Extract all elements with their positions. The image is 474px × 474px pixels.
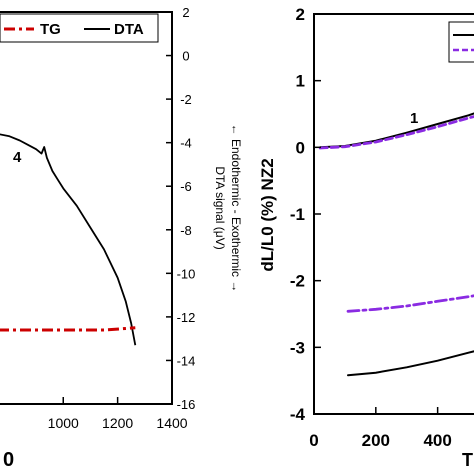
left-right-tick-label: -4	[180, 136, 192, 151]
right-curve-annotation: 1	[410, 110, 418, 127]
legend-label-dta: DTA	[114, 21, 144, 38]
left-right-tick-label: -2	[180, 92, 192, 107]
right-y-tick-label: 2	[296, 5, 305, 24]
right-chart: 0 200 400 2 1 0 -1 -2 -3 -4 dL/L0 (%) NZ2 T 1	[258, 5, 474, 470]
right-series-line-1	[319, 112, 474, 149]
left-right-axis-ticks: 2 0 -2 -4 -6 -8 -10 -12 -14 -16	[166, 5, 195, 412]
right-y-tick-label: 0	[296, 138, 305, 157]
left-x-axis-partial-label: 0	[3, 449, 14, 471]
left-x-tick-label: 1400	[156, 415, 187, 431]
legend-label-tg: TG	[40, 21, 61, 38]
left-right-tick-label: -14	[177, 353, 196, 368]
left-right-tick-label: -6	[180, 179, 192, 194]
left-legend: TG DTA	[0, 13, 159, 43]
series-line-tg	[0, 326, 136, 332]
right-y-tick-label: 1	[296, 72, 305, 91]
right-y-axis-label: dL/L0 (%) NZ2	[258, 158, 277, 271]
left-right-axis-label: DTA signal (μV)	[213, 166, 227, 249]
right-x-axis-partial-label: T	[462, 450, 473, 470]
right-y-tick-label: -2	[290, 272, 305, 291]
left-x-tick-label: 1000	[48, 415, 79, 431]
left-plot-frame	[0, 11, 173, 405]
series-line-dta	[0, 133, 137, 346]
left-right-tick-label: -8	[180, 223, 192, 238]
left-right-tick-label: 0	[182, 49, 189, 64]
right-legend	[448, 21, 474, 63]
left-chart: 1000 1200 1400 2 0 -2 -4 -6 -8 -10 -12 -14 -16 0 DT…	[0, 5, 243, 471]
left-marks-layer	[0, 133, 137, 346]
right-y-tick-label: -4	[290, 405, 306, 424]
right-y-ticks: 2 1 0 -1 -2 -3 -4	[290, 5, 321, 424]
right-legend-box	[448, 21, 474, 63]
left-right-tick-label: 2	[182, 5, 189, 20]
left-x-tick-label: 1200	[102, 415, 133, 431]
left-right-tick-label: -10	[177, 266, 196, 281]
right-y-tick-label: -3	[290, 338, 305, 357]
right-plot-frame	[313, 13, 474, 415]
left-peak-annotation: 4	[13, 149, 22, 166]
right-x-tick-label: 200	[362, 431, 390, 450]
left-x-ticks: 1000 1200 1400	[48, 397, 188, 431]
right-x-ticks: 0 200 400	[309, 407, 452, 450]
right-x-tick-label: 0	[309, 431, 318, 450]
right-marks-layer	[318, 112, 474, 377]
right-series-line-2	[318, 115, 474, 150]
right-x-tick-label: 400	[423, 431, 451, 450]
left-right-tick-label: -12	[177, 310, 196, 325]
right-series-line-4	[347, 350, 474, 377]
right-y-tick-label: -1	[290, 205, 305, 224]
left-right-tick-label: -16	[177, 397, 196, 412]
left-right-axis-label-2: ← Endothermic - Exothermic →	[229, 124, 243, 293]
right-series-line-3	[346, 294, 474, 313]
